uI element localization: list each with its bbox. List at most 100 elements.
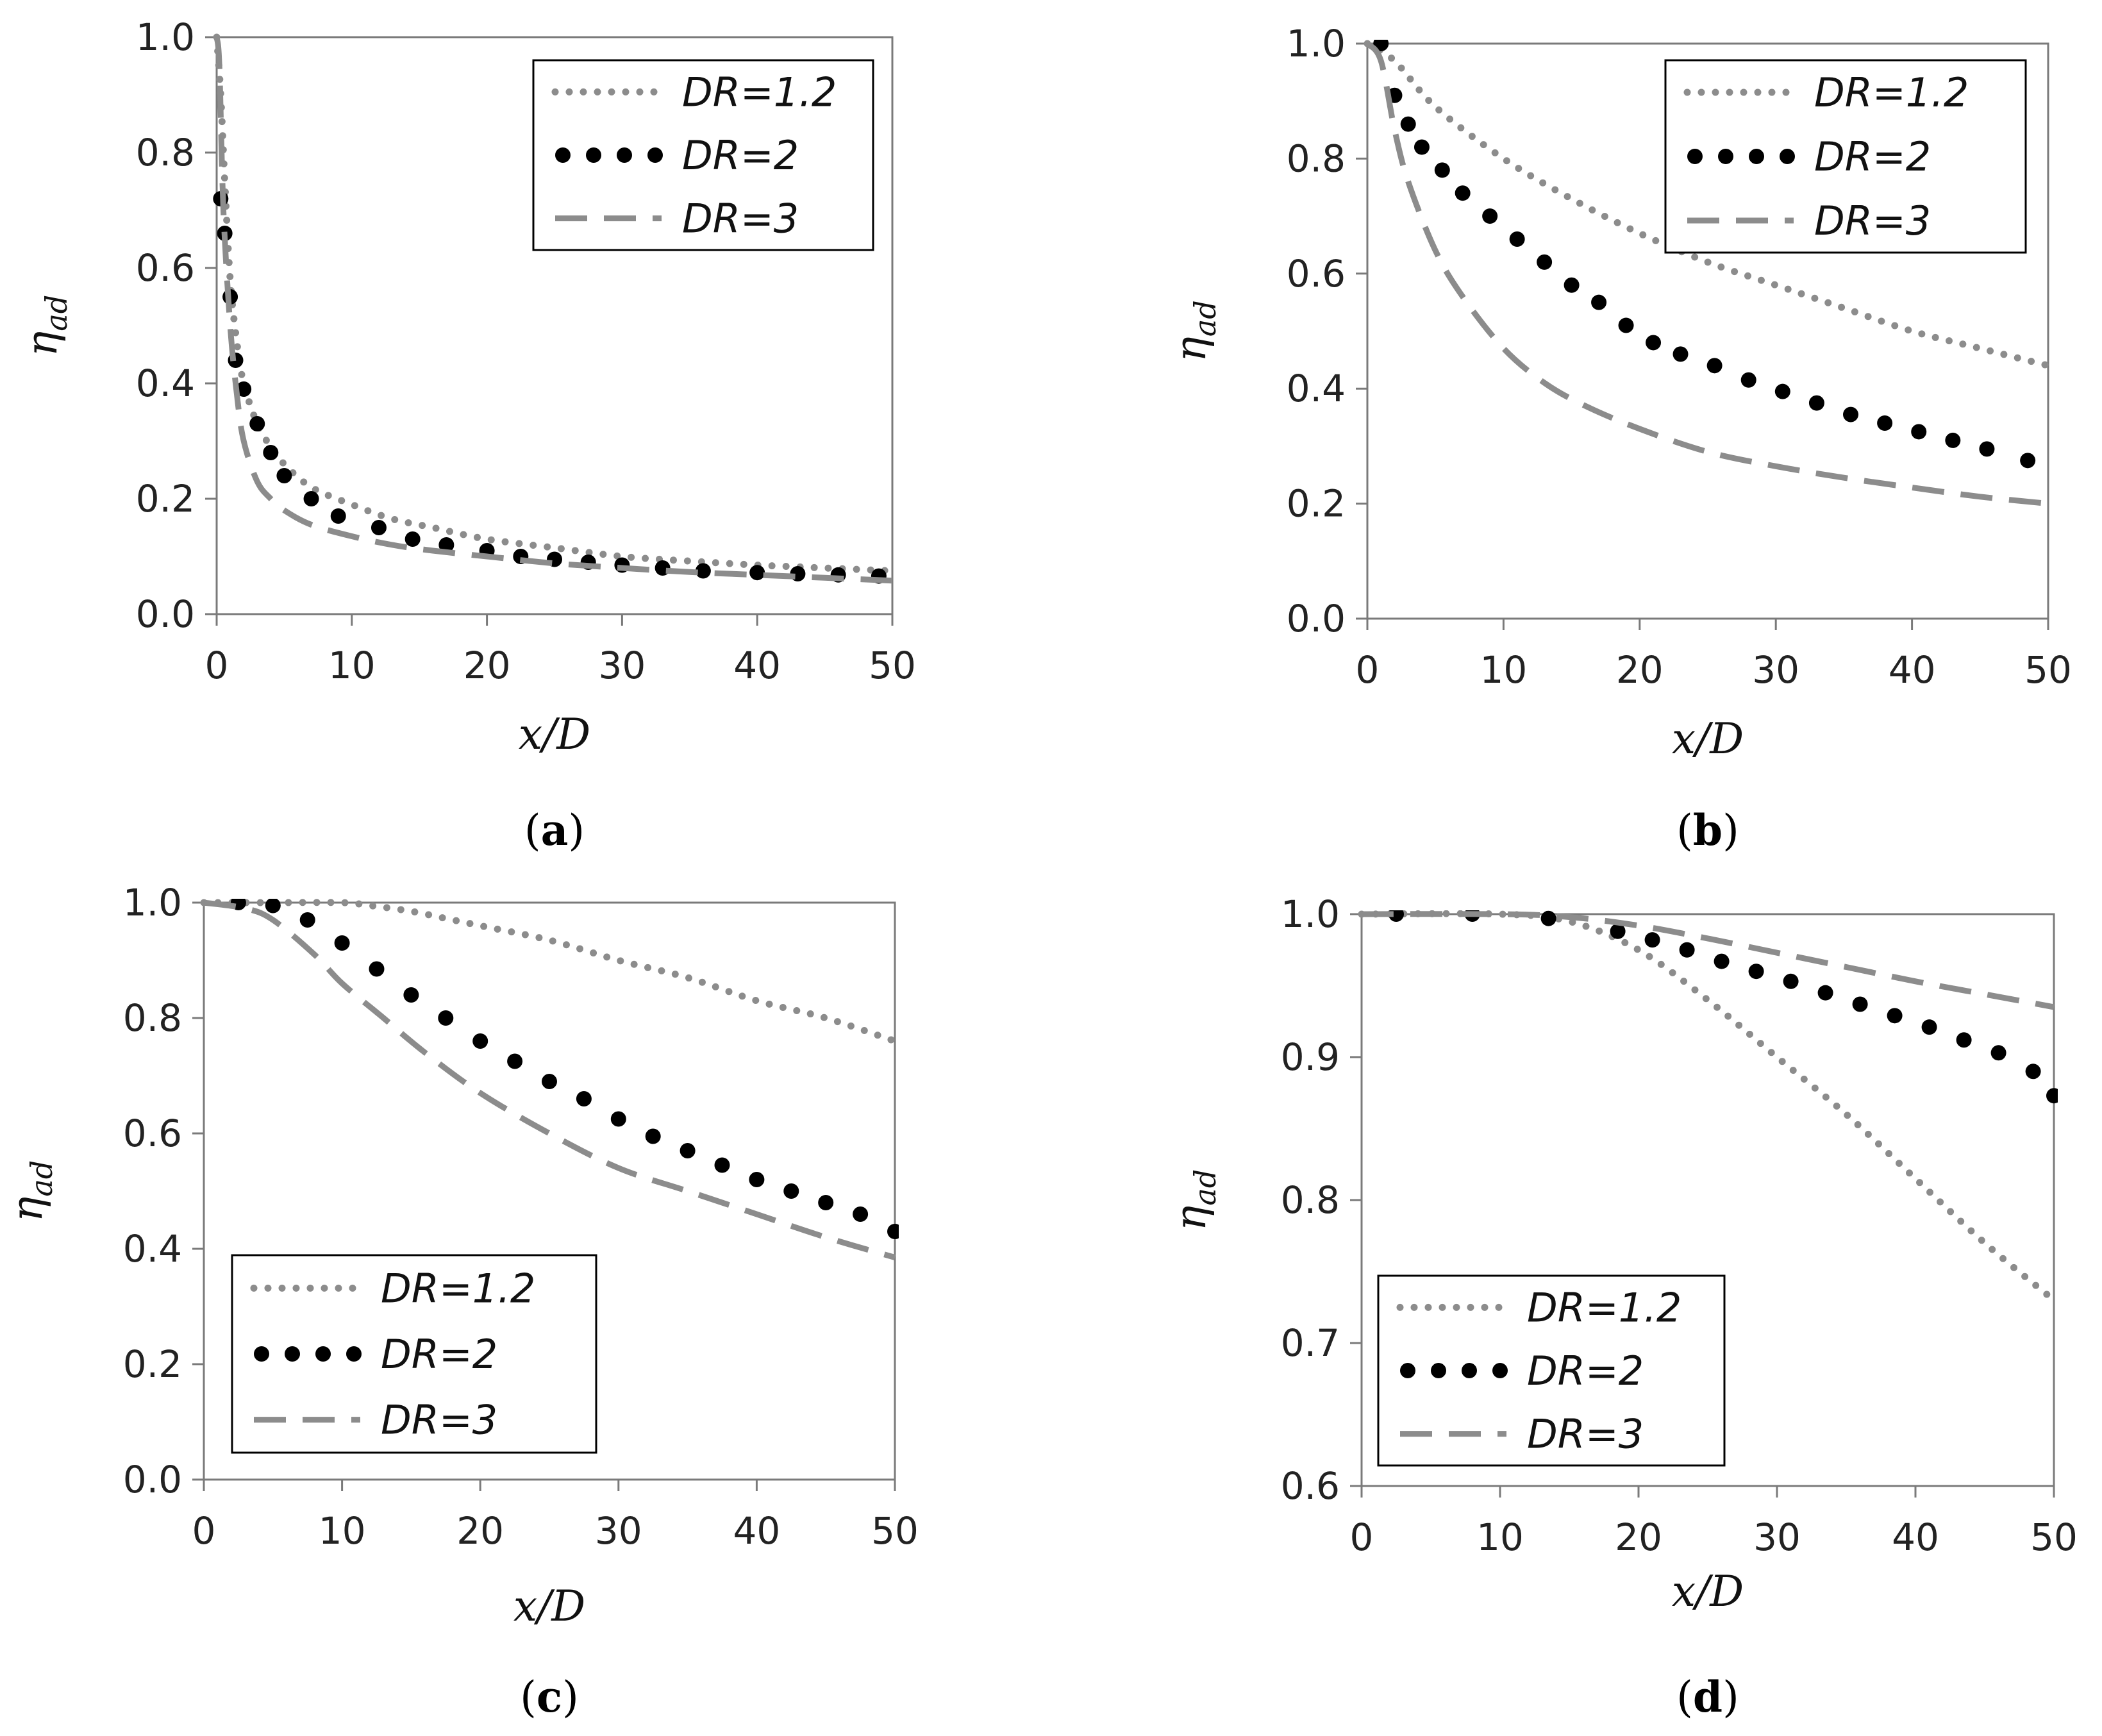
legend-label: DR=1.2 [1527, 1284, 1681, 1331]
data-point [405, 531, 421, 547]
panel-caption: (d) [1676, 1672, 1739, 1722]
x-tick-label: 20 [463, 644, 511, 687]
x-axis-title: x/D [1672, 714, 1744, 764]
caption-letter: b [1693, 805, 1722, 855]
y-tick-label: 0.6 [1281, 1464, 1340, 1508]
x-tick-label: 20 [456, 1509, 504, 1553]
legend-entry-dr-3: DR=3 [1400, 1411, 1644, 1458]
data-point [1877, 415, 1893, 431]
y-tick-label: 0.8 [123, 996, 182, 1040]
chart-panel-d: 0.60.70.80.91.00 10 20 30 40 50x/DηadDR=1.2DR… [1166, 892, 2078, 1722]
data-point [1540, 910, 1556, 926]
legend-entry-dr-2: DR=2 [254, 1331, 497, 1378]
x-tick-label: 0 [205, 644, 229, 687]
legend-entry-dr-1-2: DR=1.2 [1683, 69, 1969, 116]
data-point [276, 468, 292, 483]
legend-marker [1492, 1363, 1508, 1378]
data-point [438, 1010, 454, 1026]
x-axis-title: x/D [519, 710, 590, 759]
y-axis-title: ηad [1166, 1169, 1222, 1231]
legend-label: DR=3 [381, 1397, 497, 1444]
legend: DR=1.2 DR=2 DR=3 [1377, 1274, 1726, 1467]
data-point [438, 537, 455, 553]
plot-frame [215, 36, 894, 615]
y-tick-label: 0.0 [136, 592, 195, 636]
series-group [200, 899, 899, 1260]
x-tick-label: 30 [1753, 1515, 1801, 1559]
legend-label: DR=3 [1527, 1411, 1644, 1458]
legend-marker [285, 1346, 300, 1362]
y-tick-label: 0.4 [123, 1227, 182, 1271]
y-axis-title-symbol: η [1166, 1206, 1215, 1231]
data-point [1672, 346, 1689, 362]
caption-open: ( [524, 806, 541, 855]
caption-letter: d [1693, 1672, 1722, 1722]
data-point [853, 1206, 869, 1222]
data-point [1482, 208, 1498, 224]
data-point [1887, 1008, 1903, 1024]
data-point [542, 1074, 557, 1089]
y-tick-label: 0.9 [1281, 1035, 1340, 1079]
y-tick-label: 0.2 [1287, 482, 1346, 526]
y-tick-label: 0.0 [1287, 597, 1346, 640]
series-dr-1-2-line [213, 33, 896, 574]
y-tick-label: 0.8 [1281, 1178, 1340, 1222]
y-tick-label: 0.2 [136, 477, 195, 521]
data-point [1817, 985, 1833, 1001]
data-point [749, 565, 765, 581]
plot-frame [203, 901, 896, 1481]
legend-entry-dr-1-2: DR=1.2 [250, 1265, 535, 1312]
legend: DR=1.2 DR=2 DR=3 [532, 59, 874, 251]
y-axis-title-subscript: ad [1188, 300, 1222, 337]
legend-entry-dr-1-2: DR=1.2 [1396, 1284, 1681, 1331]
data-point [1400, 116, 1416, 132]
legend-marker [346, 1346, 362, 1362]
caption-close: ) [1722, 806, 1739, 855]
data-point [303, 491, 319, 506]
y-axis-title-symbol: η [3, 1197, 52, 1223]
data-point [783, 1183, 799, 1199]
data-point [887, 1224, 899, 1239]
data-point [610, 1111, 626, 1127]
legend-entry-dr-3: DR=3 [555, 196, 799, 242]
series-dr-2 [1389, 910, 2058, 1104]
data-point [2020, 453, 2036, 469]
data-point [1808, 395, 1824, 411]
y-tick-label: 0.6 [123, 1112, 182, 1155]
x-tick-label: 40 [733, 1509, 780, 1553]
data-point [1945, 432, 1961, 448]
y-tick-label: 0.4 [136, 362, 195, 405]
legend-entry-dr-2: DR=2 [1400, 1348, 1644, 1394]
x-tick-label: 40 [1889, 648, 1936, 692]
y-axis-title-symbol: η [1166, 337, 1215, 362]
x-tick-label: 10 [319, 1509, 366, 1553]
data-point [403, 987, 419, 1003]
series-dr-2 [1373, 40, 2036, 469]
caption-letter: a [541, 805, 569, 855]
panel-caption: (c) [520, 1672, 579, 1722]
data-point [369, 961, 385, 977]
y-axis-title-subscript: ad [39, 295, 74, 331]
panel-caption: (b) [1676, 805, 1739, 855]
legend-marker [1462, 1363, 1477, 1378]
data-point [1979, 441, 1995, 457]
y-tick-label: 0.7 [1281, 1321, 1340, 1365]
y-axis-title-subscript: ad [1188, 1169, 1222, 1206]
data-point [472, 1033, 488, 1049]
data-point [1537, 254, 1553, 270]
series-dr-3-line [213, 37, 893, 584]
legend-entry-dr-3: DR=3 [1687, 197, 1931, 244]
y-axis-title: ηad [17, 295, 74, 356]
legend-label: DR=2 [381, 1331, 497, 1378]
legend-entry-dr-1-2: DR=1.2 [551, 69, 837, 115]
data-point [1956, 1032, 1972, 1048]
y-tick-label: 1.0 [1281, 892, 1340, 936]
x-tick-label: 50 [2024, 648, 2072, 692]
series-dr-3-line [1365, 41, 2049, 507]
x-tick-label: 20 [1616, 648, 1664, 692]
series-dr-3-line [203, 899, 896, 1260]
legend-marker [315, 1346, 331, 1362]
data-point [299, 912, 315, 928]
x-tick-label: 10 [1480, 648, 1527, 692]
data-point [249, 416, 265, 431]
